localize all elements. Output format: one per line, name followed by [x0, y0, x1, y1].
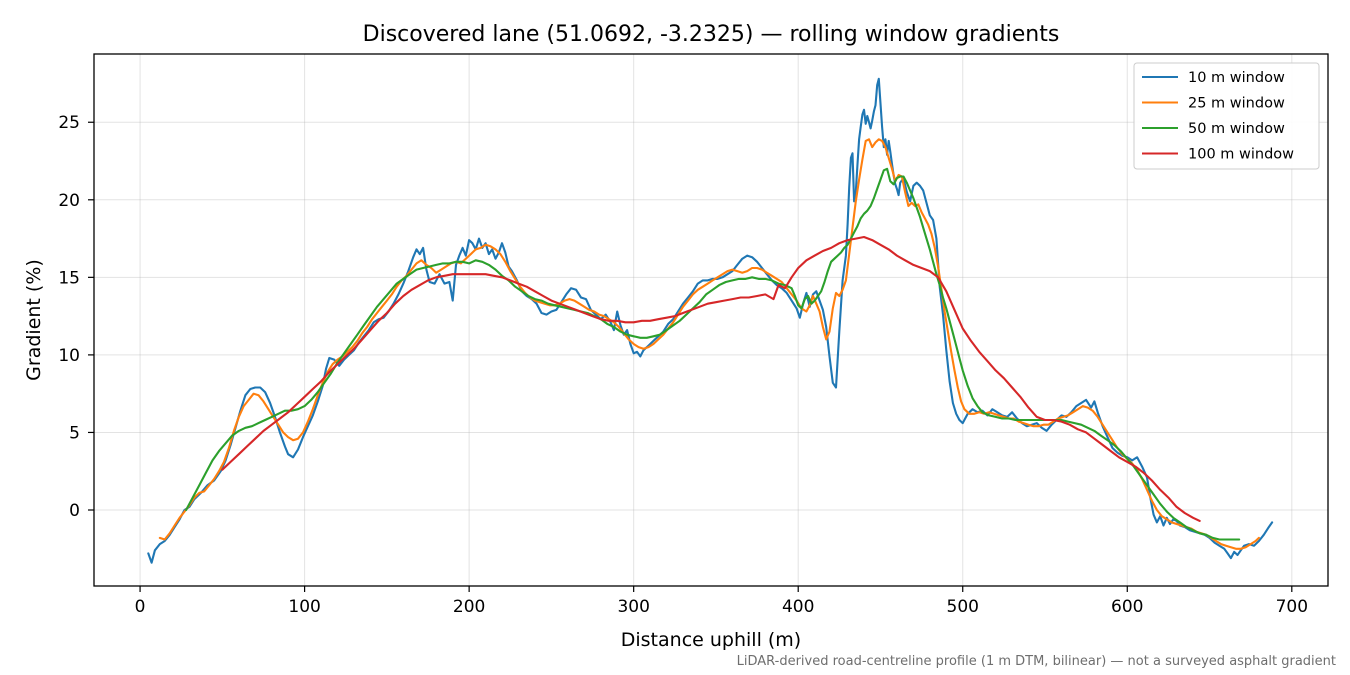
- plot-area-frame: [93, 53, 1329, 587]
- x-tick-label: 200: [453, 597, 485, 617]
- footnote: LiDAR-derived road-centreline profile (1…: [737, 654, 1336, 669]
- x-axis-ticks: 0 100 200 300 400 500 600 700: [135, 586, 1308, 617]
- chart-title: Discovered lane (51.0692, -3.2325) — rol…: [363, 22, 1060, 47]
- y-axis-label: Gradient (%): [23, 259, 45, 381]
- x-axis-label: Distance uphill (m): [621, 629, 801, 651]
- y-tick-label: 20: [58, 191, 80, 211]
- legend-label-10-m-window: 10 m window: [1188, 70, 1285, 86]
- x-tick-label: 400: [782, 597, 814, 617]
- legend-label-50-m-window: 50 m window: [1188, 121, 1285, 137]
- series-line-50-m-window: [185, 167, 1241, 541]
- x-tick-label: 700: [1276, 597, 1308, 617]
- legend-label-25-m-window: 25 m window: [1188, 96, 1285, 112]
- grid-lines: [94, 54, 1328, 586]
- y-tick-label: 25: [58, 113, 80, 133]
- legend-box: [1133, 62, 1320, 170]
- x-tick-label: 100: [288, 597, 320, 617]
- y-tick-label: 5: [69, 423, 80, 443]
- x-tick-label: 300: [617, 597, 649, 617]
- y-tick-label: 0: [69, 501, 80, 521]
- series-lines: [147, 77, 1274, 564]
- series-line-100-m-window: [221, 235, 1201, 522]
- y-axis-ticks: 0 5 10 15 20 25: [58, 113, 94, 521]
- x-tick-label: 0: [135, 597, 146, 617]
- y-tick-label: 10: [58, 346, 80, 366]
- y-tick-label: 15: [58, 268, 80, 288]
- series-line-10-m-window: [147, 77, 1274, 564]
- x-tick-label: 600: [1111, 597, 1143, 617]
- legend-label-100-m-window: 100 m window: [1188, 147, 1294, 163]
- legend: 10 m window 25 m window 50 m window 100 m w…: [1133, 62, 1320, 170]
- x-tick-label: 500: [947, 597, 979, 617]
- series-line-25-m-window: [158, 138, 1260, 550]
